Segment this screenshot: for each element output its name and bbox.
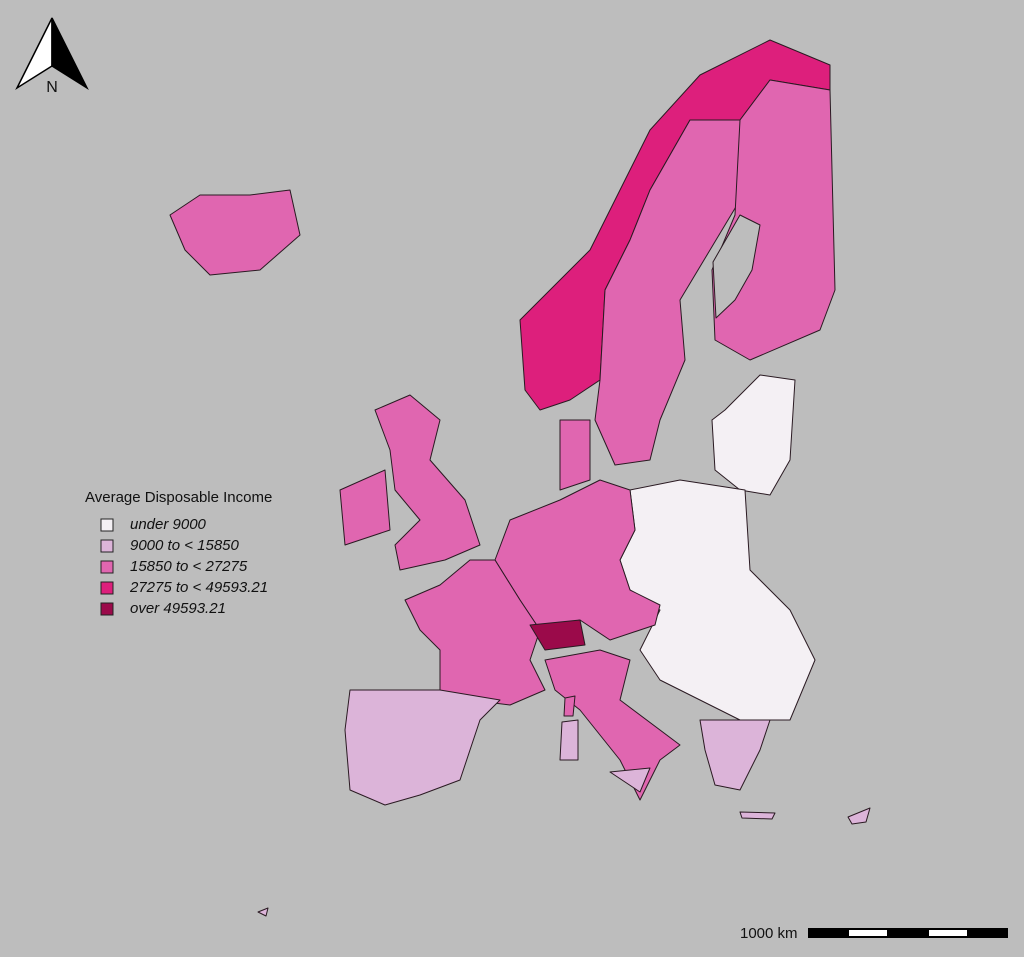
gulf-of-bothnia	[712, 214, 761, 319]
legend-label: 27275 to < 49593.21	[129, 579, 268, 596]
great-britain	[374, 394, 481, 571]
legend: Average Disposable Income under 9000 9000…	[85, 489, 272, 617]
ireland	[339, 469, 391, 546]
scale-frame	[808, 928, 1008, 938]
scale-bar: 1000 km	[740, 925, 1008, 942]
legend-swatch	[100, 560, 114, 574]
sweden	[594, 119, 741, 466]
legend-title: Average Disposable Income	[85, 489, 272, 506]
sardinia	[559, 719, 579, 761]
legend-label: over 49593.21	[130, 600, 226, 617]
legend-swatch	[100, 602, 114, 616]
iberia	[344, 689, 501, 806]
sicily	[609, 767, 651, 793]
cyprus	[847, 807, 871, 825]
finland	[711, 79, 836, 361]
france	[404, 559, 546, 706]
legend-swatch	[100, 539, 114, 553]
iceland	[169, 189, 301, 276]
denmark	[559, 419, 591, 491]
regions	[169, 39, 871, 917]
scale-segment	[929, 930, 967, 936]
scale-segment	[849, 930, 887, 936]
legend-label: 9000 to < 15850	[130, 537, 240, 554]
greece	[699, 719, 771, 791]
baltics	[711, 374, 796, 496]
legend-swatch	[100, 581, 114, 595]
legend-label: under 9000	[130, 516, 207, 533]
crete	[739, 811, 776, 820]
corsica	[563, 695, 576, 717]
legend-swatch	[100, 518, 114, 532]
arrow-dark	[51, 17, 89, 91]
arrow-light	[15, 17, 53, 91]
canary-islands	[257, 907, 269, 917]
north-label: N	[46, 79, 58, 96]
legend-label: 15850 to < 27275	[130, 558, 248, 575]
north-arrow: N	[15, 17, 89, 96]
switzerland	[529, 619, 586, 651]
scale-label: 1000 km	[740, 925, 798, 942]
